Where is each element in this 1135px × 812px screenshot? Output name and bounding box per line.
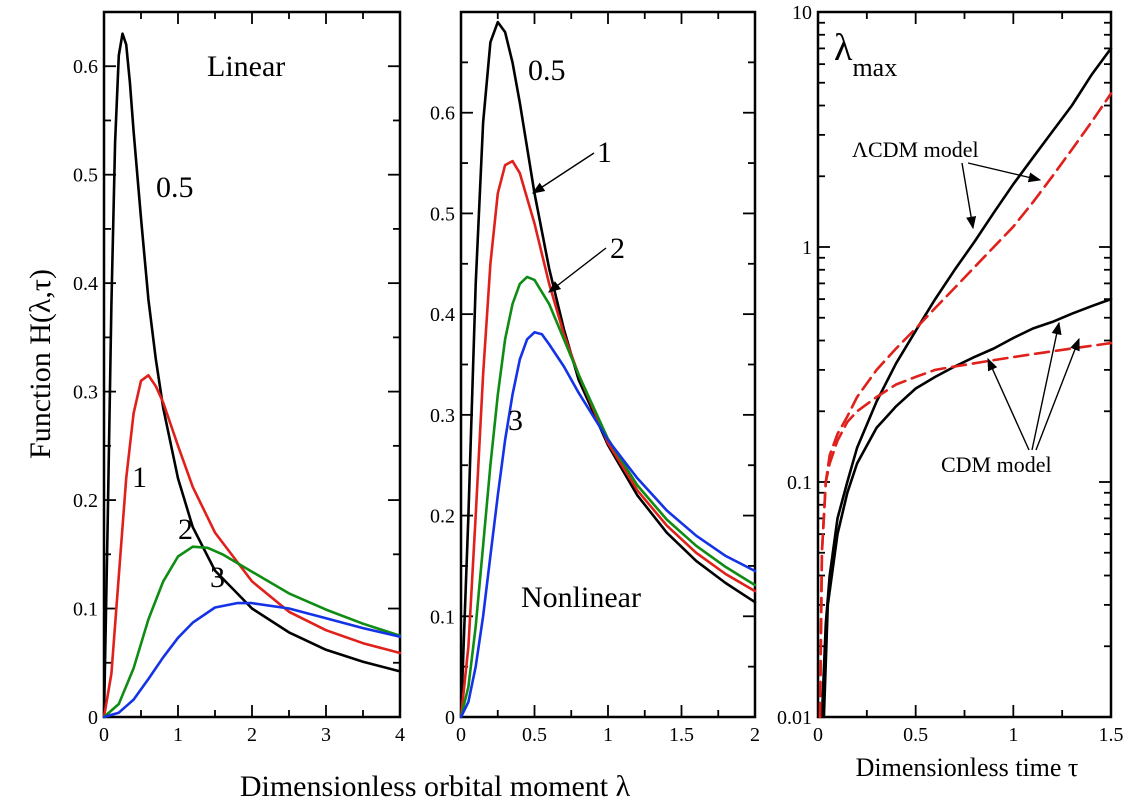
- x-tick-label: 0: [99, 724, 109, 746]
- middle-label-2: 2: [610, 232, 625, 265]
- middle-label-1: 1: [597, 136, 612, 169]
- series-line-ΛCDM-model-solid: [820, 47, 1113, 719]
- left-label-1: 1: [132, 461, 147, 494]
- series-line-3: [102, 601, 402, 719]
- lcdm-arrow-b: [967, 162, 1042, 183]
- x-tick-label: 2: [247, 724, 257, 746]
- right-panel: 0 0.5 1 1.5 0.01 0.1 1 10: [777, 2, 1124, 746]
- series-line-2: [459, 275, 757, 719]
- y-axis-title: Function H(λ,τ): [24, 269, 57, 459]
- left-panel-frame: [102, 10, 402, 719]
- x-tick-label: 1: [1008, 724, 1018, 746]
- y-tick-label: 0: [88, 707, 98, 729]
- series-line-1: [102, 373, 402, 719]
- x-tick-label: 1.5: [669, 724, 694, 746]
- series-line-ΛCDM-model-dashed: [818, 92, 1113, 719]
- right-x-axis-title: Dimensionless time τ: [856, 753, 1079, 782]
- series-line-2: [102, 545, 402, 719]
- x-tick-label: 3: [321, 724, 331, 746]
- y-tick-label: 0.5: [430, 203, 455, 225]
- left-label-2: 2: [178, 513, 193, 546]
- cdm-arrow-c: [1035, 337, 1080, 451]
- y-tick-label: 0.4: [430, 304, 455, 326]
- cdm-label: CDM model: [941, 452, 1052, 477]
- x-tick-label: 1: [603, 724, 613, 746]
- series-line-1: [459, 159, 757, 719]
- y-tick-label: 0.1: [73, 599, 98, 621]
- y-tick-label: 0: [445, 707, 455, 729]
- left-panel: 0 1 2 3 400.10.20.30.40.50.6: [73, 12, 405, 746]
- y-tick-label: 0.5: [73, 165, 98, 187]
- y-tick-label: 0.2: [73, 490, 98, 512]
- cdm-arrow-a: [987, 357, 1030, 451]
- right-panel-title: λmax: [834, 27, 897, 82]
- y-tick-label: 1: [802, 237, 812, 259]
- x-tick-label: 4: [395, 724, 405, 746]
- left-label-3: 3: [210, 561, 225, 594]
- x-tick-label: 1.5: [1099, 724, 1124, 746]
- y-tick-label: 0.2: [430, 506, 455, 528]
- x-tick-label: 0: [813, 724, 823, 746]
- y-tick-label: 0.3: [73, 382, 98, 404]
- series-line-3: [459, 330, 757, 719]
- y-tick-label: 0.6: [430, 103, 455, 125]
- left-panel-title: Linear: [207, 50, 285, 83]
- series-line-CDM-model-dashed: [818, 341, 1113, 719]
- lcdm-arrow-a: [961, 162, 977, 230]
- middle-panel-title: Nonlinear: [521, 581, 641, 614]
- y-tick-label: 0.1: [787, 472, 812, 494]
- x-tick-label: 2: [750, 724, 760, 746]
- y-tick-label: 0.3: [430, 405, 455, 427]
- x-tick-label: 0.5: [522, 724, 547, 746]
- y-tick-label: 0.01: [777, 707, 812, 729]
- middle-label-0.5: 0.5: [528, 54, 566, 87]
- middle-label-3: 3: [508, 404, 523, 437]
- y-tick-label: 0.4: [73, 273, 98, 295]
- x-tick-label: 0.5: [903, 724, 928, 746]
- series-line-0.5: [102, 32, 402, 719]
- series-line-CDM-model-solid: [822, 297, 1113, 719]
- middle-arrow-2: [548, 247, 607, 293]
- y-tick-label: 0.1: [430, 606, 455, 628]
- x-tick-label: 1: [173, 724, 183, 746]
- y-tick-label: 0.6: [73, 56, 98, 78]
- left-label-0.5: 0.5: [156, 171, 194, 204]
- cdm-arrow-b: [1031, 321, 1062, 451]
- x-tick-label: 0: [456, 724, 466, 746]
- x-axis-title: Dimensionless orbital moment λ: [240, 770, 631, 803]
- y-tick-label: 10: [792, 2, 812, 24]
- middle-panel: 0 0.5 1 1.5 2 0 0.1 0.2 0.3 0.4 0.5 0.6: [430, 12, 760, 746]
- middle-arrow-1: [531, 152, 595, 194]
- lcdm-label: ΛCDM model: [852, 137, 979, 162]
